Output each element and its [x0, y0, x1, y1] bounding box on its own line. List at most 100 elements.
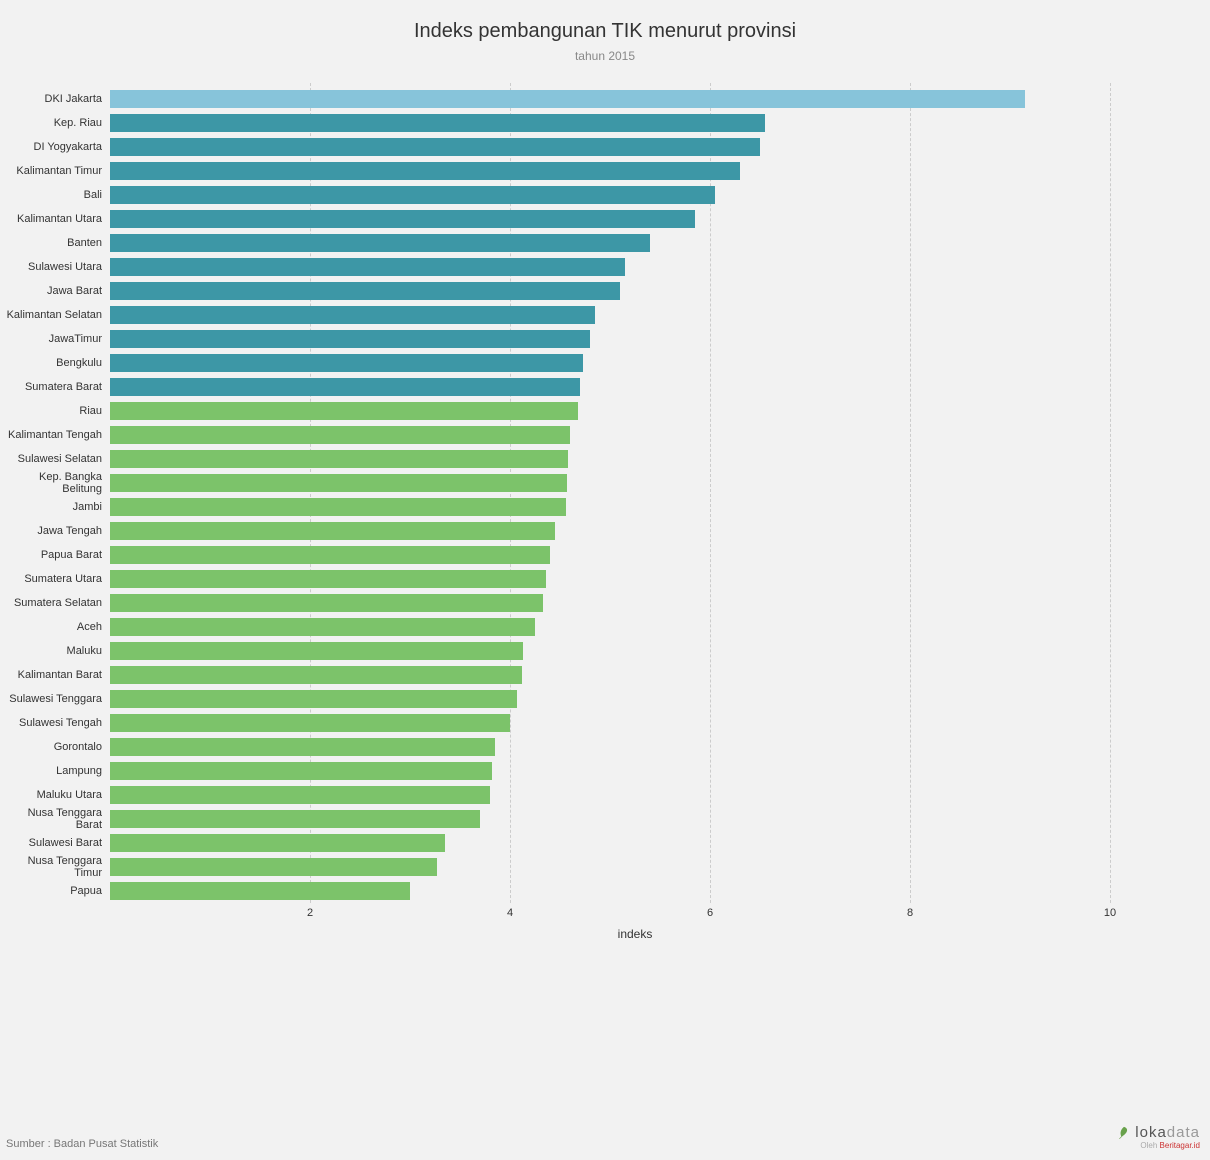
bar-label: Maluku Utara [0, 789, 110, 801]
bar-label: Gorontalo [0, 741, 110, 753]
bar [110, 738, 495, 756]
bar [110, 234, 650, 252]
bar [110, 858, 437, 876]
bar [110, 450, 568, 468]
bar [110, 882, 410, 900]
bar-label: Sumatera Barat [0, 381, 110, 393]
bar-label: DI Yogyakarta [0, 141, 110, 153]
x-tick-label: 8 [907, 907, 913, 919]
bar [110, 642, 523, 660]
bar-row: Sumatera Utara [110, 567, 1160, 591]
bar-label: Maluku [0, 645, 110, 657]
bar-row: Kep. Bangka Belitung [110, 471, 1160, 495]
bar-row: Kalimantan Tengah [110, 423, 1160, 447]
bar [110, 378, 580, 396]
brand-logo: lokadata Oleh Beritagar.id [1117, 1124, 1200, 1150]
source-text: Sumber : Badan Pusat Statistik [6, 1138, 158, 1150]
bar-row: Bali [110, 183, 1160, 207]
bar [110, 810, 480, 828]
bar [110, 570, 546, 588]
bar-row: DKI Jakarta [110, 87, 1160, 111]
bar-row: Gorontalo [110, 735, 1160, 759]
bar [110, 690, 517, 708]
bar-row: Kalimantan Utara [110, 207, 1160, 231]
bar [110, 402, 578, 420]
bar-label: Nusa Tenggara Barat [0, 807, 110, 831]
bar-row: Riau [110, 399, 1160, 423]
x-axis-label: indeks [618, 927, 653, 941]
bar-label: Banten [0, 237, 110, 249]
x-axis: 246810 indeks [110, 903, 1160, 933]
brand-text-loka: loka [1135, 1124, 1167, 1141]
bar-label: Bengkulu [0, 357, 110, 369]
chart-title: Indeks pembangunan TIK menurut provinsi [0, 20, 1210, 43]
bar-row: Aceh [110, 615, 1160, 639]
bars-group: DKI JakartaKep. RiauDI YogyakartaKaliman… [110, 83, 1160, 903]
bar-label: Sulawesi Barat [0, 837, 110, 849]
chart-container: Indeks pembangunan TIK menurut provinsi … [0, 0, 1210, 1160]
bar-label: Lampung [0, 765, 110, 777]
bar [110, 210, 695, 228]
x-tick-label: 10 [1104, 907, 1116, 919]
bar [110, 282, 620, 300]
bar-label: Riau [0, 405, 110, 417]
bar-label: Sumatera Selatan [0, 597, 110, 609]
bar [110, 162, 740, 180]
bar-row: Nusa Tenggara Barat [110, 807, 1160, 831]
bar [110, 498, 566, 516]
bar-row: Jawa Tengah [110, 519, 1160, 543]
bar-row: Jawa Barat [110, 279, 1160, 303]
bar-row: Sulawesi Tenggara [110, 687, 1160, 711]
bar [110, 354, 583, 372]
bar-label: Sulawesi Tenggara [0, 693, 110, 705]
bar [110, 474, 567, 492]
bar-label: Bali [0, 189, 110, 201]
bar-label: Sulawesi Selatan [0, 453, 110, 465]
bar-row: Maluku Utara [110, 783, 1160, 807]
bar-row: Sumatera Selatan [110, 591, 1160, 615]
bar-label: Nusa Tenggara Timur [0, 855, 110, 879]
bar-label: Papua [0, 885, 110, 897]
bar-label: Kalimantan Utara [0, 213, 110, 225]
bar-row: Papua [110, 879, 1160, 903]
bar-label: Papua Barat [0, 549, 110, 561]
bar [110, 114, 765, 132]
bar [110, 714, 510, 732]
brand-text-data: data [1167, 1124, 1200, 1141]
bar [110, 594, 543, 612]
bar-row: Nusa Tenggara Timur [110, 855, 1160, 879]
brand-sub-name: Beritagar.id [1160, 1141, 1200, 1150]
bar-row: Papua Barat [110, 543, 1160, 567]
bar-row: Maluku [110, 639, 1160, 663]
bar-label: JawaTimur [0, 333, 110, 345]
x-tick-label: 4 [507, 907, 513, 919]
bar-row: Sumatera Barat [110, 375, 1160, 399]
bar [110, 786, 490, 804]
x-tick-label: 2 [307, 907, 313, 919]
bar-row: Kalimantan Timur [110, 159, 1160, 183]
bar-label: Jambi [0, 501, 110, 513]
brand-subtext: Oleh Beritagar.id [1117, 1141, 1200, 1150]
bar-label: Aceh [0, 621, 110, 633]
bar [110, 90, 1025, 108]
bar-label: Kalimantan Tengah [0, 429, 110, 441]
bar [110, 258, 625, 276]
bar-label: Jawa Barat [0, 285, 110, 297]
bar [110, 330, 590, 348]
bar [110, 546, 550, 564]
x-tick-label: 6 [707, 907, 713, 919]
bar-label: Kalimantan Barat [0, 669, 110, 681]
bar-label: Sulawesi Tengah [0, 717, 110, 729]
bar-label: Kalimantan Timur [0, 165, 110, 177]
bar [110, 762, 492, 780]
bar-label: Jawa Tengah [0, 525, 110, 537]
bar-row: Kalimantan Barat [110, 663, 1160, 687]
bar-row: Lampung [110, 759, 1160, 783]
bar-row: Banten [110, 231, 1160, 255]
brand-sub-prefix: Oleh [1140, 1141, 1159, 1150]
bar [110, 306, 595, 324]
bar-label: DKI Jakarta [0, 93, 110, 105]
bar [110, 618, 535, 636]
leaf-icon [1117, 1126, 1131, 1140]
bar-label: Kalimantan Selatan [0, 309, 110, 321]
